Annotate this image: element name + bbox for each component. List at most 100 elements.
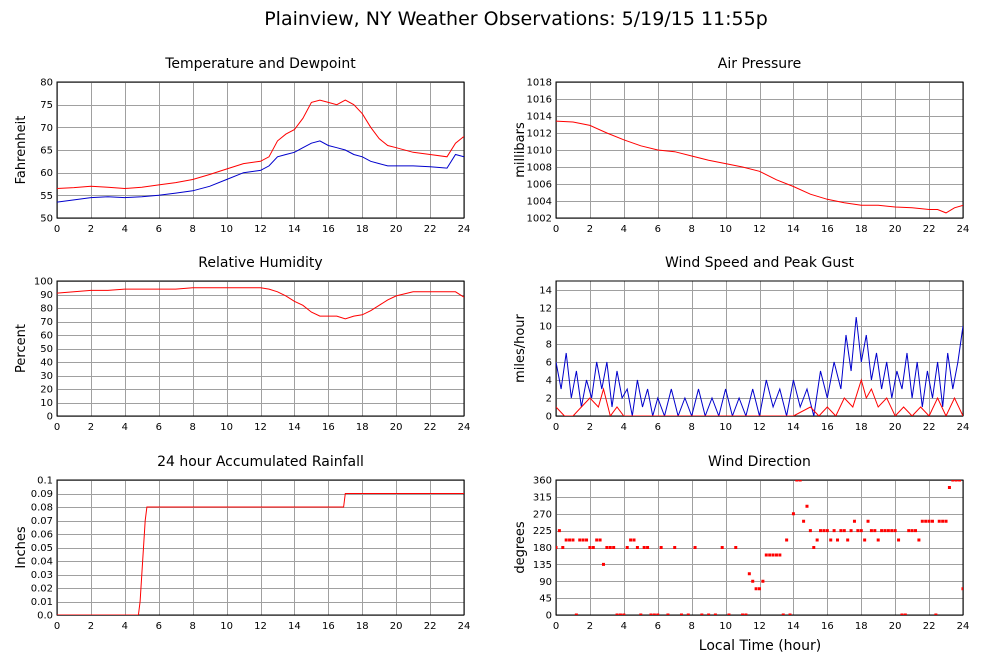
x-tick-label: 6: [655, 621, 661, 632]
data-point: [808, 529, 812, 533]
x-tick-label: 22: [923, 224, 936, 235]
data-point: [951, 480, 955, 482]
data-point: [632, 538, 636, 542]
data-point: [659, 546, 663, 549]
x-tick-label: 4: [621, 621, 627, 632]
y-axis-label: Fahrenheit: [14, 116, 29, 185]
data-point: [764, 553, 768, 557]
data-point: [920, 519, 924, 523]
data-point: [829, 538, 833, 542]
x-tick-label: 8: [189, 621, 195, 632]
data-point: [910, 529, 914, 533]
data-point: [917, 538, 921, 542]
plot-border: [56, 479, 465, 616]
x-tick-label: 20: [390, 621, 403, 632]
y-tick-label: 0.07: [31, 516, 53, 527]
series-line: [57, 99, 464, 190]
chart-pressure: 0 2 4 6 8 10 12 14 16 18 20 22 241002100410061008101…: [513, 56, 969, 235]
y-tick-label: 6: [546, 358, 552, 369]
y-tick-label: 0: [546, 412, 552, 423]
data-point: [747, 572, 751, 576]
x-tick-label: 16: [322, 422, 335, 433]
series-line: [556, 316, 963, 416]
x-tick-label: 24: [458, 621, 471, 632]
data-point: [839, 529, 843, 533]
data-point: [795, 480, 799, 482]
data-point: [825, 529, 829, 533]
y-tick-label: 100: [34, 277, 53, 288]
data-point: [574, 613, 578, 615]
data-point: [564, 538, 568, 542]
x-tick-label: 10: [220, 621, 233, 632]
x-tick-label: 16: [821, 224, 834, 235]
y-tick-label: 1012: [527, 129, 552, 140]
x-tick-label: 16: [322, 621, 335, 632]
y-tick-label: 1018: [527, 78, 552, 89]
x-tick-label: 24: [458, 224, 471, 235]
x-tick-label: 2: [88, 422, 94, 433]
y-tick-label: 0.0: [37, 611, 53, 622]
page-title: Plainview, NY Weather Observations: 5/19…: [264, 8, 768, 30]
data-point: [774, 553, 778, 557]
data-point: [812, 546, 816, 549]
data-point: [595, 538, 599, 542]
x-axis-label: Local Time (hour): [699, 638, 821, 654]
data-point: [785, 538, 789, 542]
charts-area: 0 2 4 6 8 10 12 14 16 18 20 22 2450556065707580Tempe…: [14, 56, 969, 632]
chart-rain: 0 2 4 6 8 10 12 14 16 18 20 22 240.00.010.020.030.04…: [14, 454, 470, 632]
data-point: [693, 546, 697, 549]
x-tick-label: 4: [122, 621, 128, 632]
y-tick-label: 0.06: [31, 530, 53, 541]
data-point: [758, 587, 761, 591]
data-point: [900, 613, 904, 615]
y-tick-label: 90: [40, 290, 53, 301]
y-tick-label: 0: [546, 611, 552, 622]
y-tick-label: 1002: [527, 214, 552, 225]
x-tick-label: 16: [821, 422, 834, 433]
x-tick-label: 10: [220, 224, 233, 235]
chart-title: Wind Speed and Peak Gust: [665, 255, 854, 271]
data-point: [937, 519, 941, 523]
data-point: [903, 613, 907, 615]
data-point: [947, 486, 951, 489]
y-tick-label: 1008: [527, 163, 552, 174]
data-point: [819, 529, 823, 533]
data-point: [591, 546, 595, 549]
x-tick-label: 12: [753, 422, 766, 433]
chart-direction: 0 2 4 6 8 10 12 14 16 18 20 22 240459013518022527031…: [513, 454, 969, 632]
data-point: [727, 613, 731, 615]
y-tick-label: 60: [40, 168, 53, 179]
data-point: [679, 613, 683, 615]
data-point: [869, 529, 873, 533]
series-line: [57, 140, 464, 203]
data-point: [842, 529, 846, 533]
y-axis-label: miles/hour: [513, 313, 528, 382]
data-point: [557, 529, 561, 533]
data-point: [893, 529, 897, 533]
x-tick-label: 14: [288, 224, 301, 235]
x-tick-label: 2: [88, 621, 94, 632]
data-point: [852, 519, 856, 523]
x-tick-label: 2: [587, 621, 593, 632]
y-tick-label: 10: [40, 398, 53, 409]
y-tick-label: 50: [40, 214, 53, 225]
data-point: [832, 529, 836, 533]
x-tick-label: 10: [719, 621, 732, 632]
x-tick-label: 22: [923, 621, 936, 632]
data-point: [673, 546, 677, 549]
data-point: [622, 613, 626, 615]
data-point: [568, 538, 572, 542]
x-tick-label: 4: [122, 422, 128, 433]
x-tick-label: 22: [424, 621, 437, 632]
y-tick-label: 360: [533, 476, 552, 487]
x-tick-label: 24: [957, 422, 970, 433]
plot-frame: [555, 479, 964, 616]
data-point: [642, 546, 646, 549]
x-tick-label: 12: [753, 224, 766, 235]
plot-border: [56, 81, 465, 219]
x-tick-label: 6: [156, 224, 162, 235]
y-tick-label: 70: [40, 317, 53, 328]
x-tick-label: 14: [787, 224, 800, 235]
data-point: [581, 538, 585, 542]
data-point: [608, 546, 612, 549]
